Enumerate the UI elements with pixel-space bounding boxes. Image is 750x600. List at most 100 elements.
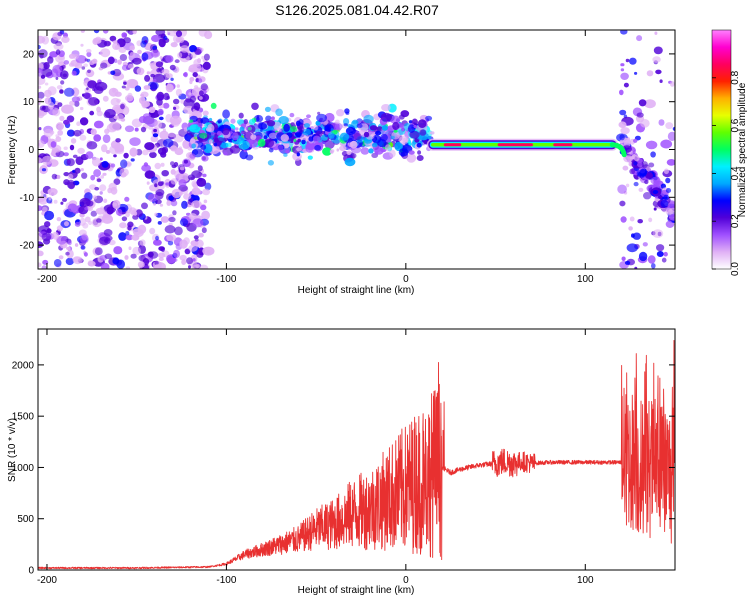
heatmap-cell (63, 60, 70, 65)
heatmap-cell (419, 129, 427, 136)
heatmap-cell (251, 102, 259, 111)
heatmap-cell (283, 153, 288, 157)
heatmap-band (609, 142, 627, 158)
heatmap-cell (49, 51, 58, 58)
heatmap-cell (79, 234, 89, 244)
heatmap-cell (645, 172, 653, 179)
heatmap-cell (79, 197, 91, 207)
heatmap-cell (643, 192, 652, 200)
heatmap-cell (124, 255, 129, 260)
heatmap-cell (263, 138, 275, 148)
heatmap-cell (619, 134, 625, 141)
heatmap-cell (47, 56, 54, 64)
heatmap-cell (197, 122, 203, 128)
y-tick-label: 20 (23, 49, 35, 60)
heatmap-cell (104, 108, 116, 119)
heatmap-cell (306, 114, 311, 119)
heatmap-cell (174, 59, 180, 64)
heatmap-cell (53, 199, 58, 204)
heatmap-cell (208, 139, 213, 144)
heatmap-cell (652, 190, 659, 194)
heatmap-cell (93, 86, 104, 94)
heatmap-cell (429, 131, 435, 135)
heatmap-cell (44, 221, 51, 228)
heatmap-cell (158, 257, 164, 262)
heatmap-cell (216, 130, 223, 136)
heatmap-cell (124, 125, 135, 133)
colorbar-tick-label: 0.4 (730, 166, 741, 180)
snr-x-label: Height of straight line (km) (298, 585, 415, 596)
heatmap-cell (216, 137, 225, 143)
heatmap-cell (69, 100, 75, 106)
heatmap-cell (116, 113, 124, 121)
heatmap-cell (226, 142, 232, 148)
heatmap-cell (191, 180, 198, 188)
heatmap-cell (183, 127, 188, 132)
heatmap-cell (63, 87, 75, 97)
heatmap-cell (343, 118, 350, 125)
heatmap-cell (626, 243, 638, 253)
heatmap-cell (83, 92, 91, 99)
heatmap-cell (308, 136, 314, 142)
heatmap-cell (100, 206, 105, 211)
heatmap-cell (401, 127, 405, 132)
heatmap-cell (52, 231, 59, 240)
heatmap-cell (181, 259, 187, 265)
heatmap-cell (368, 148, 374, 154)
heatmap-cell (93, 38, 102, 44)
heatmap-cell (38, 67, 44, 77)
heatmap-cell (633, 161, 638, 166)
heatmap-cell (277, 144, 284, 152)
heatmap-cell (164, 225, 176, 234)
heatmap-cell (74, 221, 81, 227)
snr-series-line (38, 339, 675, 570)
heatmap-cell (53, 43, 64, 51)
heatmap-cell (66, 129, 75, 137)
heatmap-cell (86, 87, 89, 91)
heatmap-cell (380, 133, 388, 142)
heatmap-cell (322, 147, 332, 156)
x-tick-label: -200 (37, 575, 57, 586)
heatmap-cell (344, 157, 356, 167)
heatmap-cell (56, 235, 67, 245)
heatmap-cell (202, 61, 211, 70)
heatmap-cell (655, 69, 662, 75)
heatmap-cell (152, 133, 159, 138)
heatmap-cell (154, 162, 162, 170)
heatmap-cell (231, 132, 239, 141)
heatmap-cell (210, 102, 217, 109)
heatmap-cell (271, 116, 275, 120)
heatmap-cell (58, 255, 64, 260)
heatmap-cell (392, 121, 400, 131)
heatmap-cell (38, 85, 42, 89)
heatmap-cell (151, 34, 161, 43)
heatmap-cell (80, 168, 84, 172)
heatmap-cell (661, 257, 667, 263)
heatmap-cell (267, 160, 274, 166)
heatmap-cell (66, 246, 71, 250)
heatmap-cell (315, 120, 321, 126)
heatmap-cell (101, 160, 109, 168)
heatmap-cell (66, 249, 74, 259)
heatmap-cell (147, 193, 158, 202)
heatmap-cell (369, 125, 378, 131)
heatmap-cell (189, 124, 201, 133)
heatmap-cell (638, 187, 644, 192)
heatmap-cell (74, 243, 79, 247)
heatmap-cell (297, 138, 302, 143)
heatmap-cell (380, 112, 392, 122)
heatmap-cell (100, 48, 111, 58)
heatmap-cell (416, 142, 422, 148)
heatmap-cell (131, 60, 135, 64)
heatmap-cell (317, 111, 321, 115)
heatmap-cell (165, 73, 173, 79)
heatmap-cell (48, 196, 52, 201)
heatmap-cell (148, 106, 156, 114)
heatmap-cell (88, 60, 95, 65)
heatmap-cell (189, 95, 196, 103)
colorbar-ticks: 0.0 0.2 0.4 0.6 0.8 (712, 70, 741, 276)
heatmap-cell (102, 30, 109, 34)
heatmap-cell (345, 127, 356, 135)
heatmap-cell (165, 83, 174, 93)
heatmap-cell (99, 191, 103, 195)
